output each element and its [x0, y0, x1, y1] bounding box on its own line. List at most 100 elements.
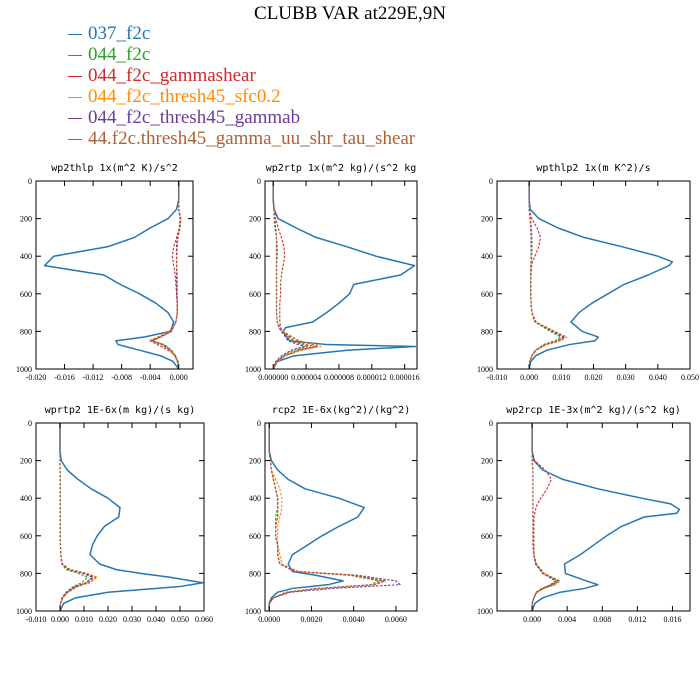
x-tick-label-0-2: -0.012 — [83, 373, 104, 382]
panel-2: wpthlp2 1x(m K^2)/s -0.010 0.000 0.010 0.020… — [477, 163, 699, 382]
legend-line-4 — [68, 118, 82, 119]
legend-label-3: 044_f2c_thresh45_sfc0.2 — [88, 86, 281, 107]
series-line-4-3 — [268, 423, 384, 611]
panel-4: rcp2 1E-6x(kg^2)/(kg^2) 0.0000 0.0020 0.004… — [245, 405, 418, 624]
y-tick-label-4-5: 1000 — [245, 607, 261, 616]
y-tick-label-1-3: 600 — [249, 290, 261, 299]
x-tick-label-2-4: 0.030 — [617, 373, 635, 382]
legend-entry-3: 044_f2c_thresh45_sfc0.2 — [68, 86, 488, 107]
y-tick-label-0-5: 1000 — [16, 365, 32, 374]
series-line-5-4 — [531, 423, 557, 611]
plot-frame-4 — [264, 422, 418, 612]
x-tick-label-3-7: 0.060 — [195, 615, 213, 624]
y-tick-label-0-3: 600 — [20, 290, 32, 299]
panel-1: wp2rtp 1x(m^2 kg)/(s^2 kg0.000000 0.00000… — [245, 163, 420, 382]
series-line-3-3 — [59, 423, 98, 612]
series-line-3-1 — [59, 423, 89, 612]
x-tick-label-4-1: 0.0020 — [300, 615, 322, 624]
y-tick-label-3-3: 600 — [20, 532, 32, 541]
y-tick-label-2-4: 800 — [481, 327, 493, 336]
series-line-4-1 — [268, 423, 380, 611]
y-tick-label-4-2: 400 — [249, 494, 261, 503]
series-line-3-4 — [59, 423, 94, 612]
series-line-3-0 — [59, 423, 204, 612]
legend-entry-5: 44.f2c.thresh45_gamma_uu_shr_tau_shear — [68, 128, 488, 149]
y-tick-label-3-0: 0 — [28, 419, 32, 428]
y-tick-label-5-2: 400 — [481, 494, 493, 503]
y-tick-label-4-3: 600 — [249, 532, 261, 541]
series-line-0-4 — [152, 181, 181, 370]
legend-line-5 — [68, 139, 82, 140]
x-tick-label-0-3: -0.008 — [111, 373, 132, 382]
y-tick-label-4-1: 200 — [249, 457, 261, 466]
x-tick-label-0-0: -0.020 — [26, 373, 47, 382]
x-tick-label-2-3: 0.020 — [585, 373, 603, 382]
series-line-1-2 — [272, 181, 315, 370]
panel-0: wp2thlp 1x(m^2 K)/s^2-0.020 -0.016 -0.012-… — [16, 163, 194, 382]
x-tick-label-3-5: 0.040 — [147, 615, 165, 624]
panel-5: wp2rcp 1E-3x(m^2 kg)/(s^2 kg) 0.000 0.004 0… — [477, 405, 691, 624]
legend-entry-2: 044_f2c_gammashear — [68, 65, 488, 86]
x-tick-label-3-1: 0.000 — [51, 615, 69, 624]
series-line-1-1 — [272, 181, 310, 370]
y-tick-label-5-0: 0 — [489, 419, 493, 428]
series-line-4-2 — [268, 423, 386, 611]
y-tick-label-5-4: 800 — [481, 569, 493, 578]
x-tick-label-2-5: 0.040 — [649, 373, 667, 382]
series-line-5-0 — [531, 423, 681, 612]
x-tick-label-0-5: 0.000 — [170, 373, 188, 382]
series-line-3-2 — [59, 423, 93, 612]
legend-entry-4: 044_f2c_thresh45_gammab — [68, 107, 488, 128]
y-tick-label-2-0: 0 — [489, 177, 493, 186]
y-tick-label-4-0: 0 — [257, 419, 261, 428]
series-line-0-0 — [43, 181, 180, 370]
x-tick-label-4-2: 0.0040 — [343, 615, 365, 624]
series-line-5-5 — [531, 423, 560, 611]
y-tick-label-1-2: 400 — [249, 252, 261, 261]
series-line-2-4 — [528, 181, 564, 370]
legend-line-3 — [68, 97, 82, 98]
y-tick-label-5-5: 1000 — [477, 607, 493, 616]
x-tick-label-2-6: 0.050 — [681, 373, 699, 382]
legend-label-0: 037_f2c — [88, 23, 151, 44]
figure-title: CLUBB VAR at229E,9N — [254, 3, 446, 24]
y-tick-label-3-4: 800 — [20, 569, 32, 578]
series-line-2-5 — [528, 181, 566, 370]
y-tick-label-5-1: 200 — [481, 457, 493, 466]
legend-label-5: 44.f2c.thresh45_gamma_uu_shr_tau_shear — [88, 128, 416, 149]
x-tick-label-0-1: -0.016 — [54, 373, 75, 382]
x-tick-label-2-1: 0.000 — [520, 373, 538, 382]
x-tick-label-0-4: -0.004 — [140, 373, 161, 382]
legend-line-2 — [68, 76, 82, 77]
series-line-1-5 — [272, 181, 319, 370]
y-tick-label-5-3: 600 — [481, 532, 493, 541]
x-tick-label-3-3: 0.020 — [99, 615, 117, 624]
x-tick-label-1-0: 0.000000 — [258, 373, 288, 382]
y-tick-label-2-1: 200 — [481, 215, 493, 224]
plot-frame-1 — [264, 180, 418, 370]
y-tick-label-0-2: 400 — [20, 252, 32, 261]
panel-title-5: wp2rcp 1E-3x(m^2 kg)/(s^2 kg) — [506, 405, 681, 416]
y-tick-label-2-3: 600 — [481, 290, 493, 299]
y-tick-label-1-0: 0 — [257, 177, 261, 186]
x-tick-label-4-0: 0.0000 — [258, 615, 280, 624]
x-tick-label-5-2: 0.008 — [593, 615, 611, 624]
y-tick-label-0-1: 200 — [20, 215, 32, 224]
x-tick-label-5-0: 0.000 — [523, 615, 541, 624]
y-tick-label-2-2: 400 — [481, 252, 493, 261]
y-tick-label-0-0: 0 — [28, 177, 32, 186]
x-tick-label-1-1: 0.000004 — [291, 373, 321, 382]
legend-label-4: 044_f2c_thresh45_gammab — [88, 107, 301, 128]
legend: 037_f2c 044_f2c 044_f2c_gammashear 044_f… — [68, 23, 488, 149]
y-tick-label-4-4: 800 — [249, 569, 261, 578]
series-line-4-5 — [268, 423, 384, 611]
x-tick-label-2-2: 0.010 — [552, 373, 570, 382]
y-tick-label-1-4: 800 — [249, 327, 261, 336]
plot-frame-5 — [496, 422, 691, 612]
x-tick-label-4-3: 0.0060 — [385, 615, 407, 624]
series-line-2-0 — [528, 181, 674, 370]
legend-line-1 — [68, 55, 82, 56]
series-line-4-0 — [268, 423, 365, 611]
panel-title-3: wprtp2 1E-6x(m kg)/(s kg) — [45, 405, 196, 416]
